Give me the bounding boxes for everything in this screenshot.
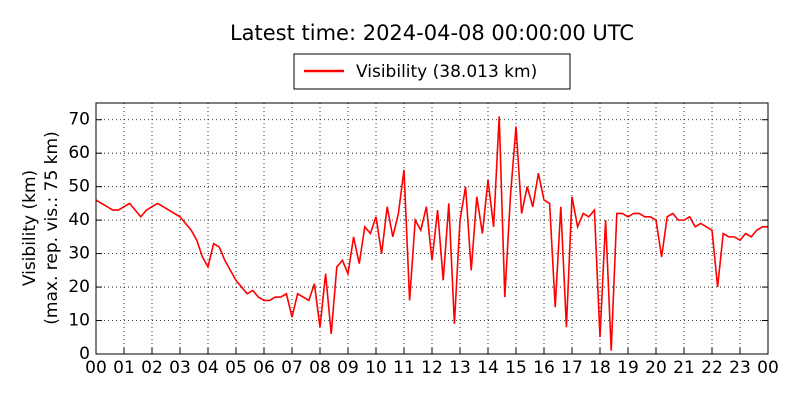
- x-tick-label: 08: [309, 358, 331, 378]
- x-tick-label: 11: [393, 358, 415, 378]
- y-axis-label: Visibility (km): [20, 170, 40, 286]
- data-line: [95, 116, 768, 351]
- x-tick-label: 15: [505, 358, 527, 378]
- x-tick-label: 07: [281, 358, 303, 378]
- y-tick-label: 50: [68, 177, 90, 197]
- x-tick-label: 10: [365, 358, 387, 378]
- y-tick-label: 20: [68, 277, 90, 297]
- x-tick-label: 01: [113, 358, 135, 378]
- x-tick-label: 05: [225, 358, 247, 378]
- x-tick-label: 21: [673, 358, 695, 378]
- x-tick-label: 04: [197, 358, 219, 378]
- x-tick-label: 19: [617, 358, 639, 378]
- x-tick-label: 09: [337, 358, 359, 378]
- x-tick-label: 20: [645, 358, 667, 378]
- plot-frame: [95, 102, 769, 355]
- x-tick-label: 06: [253, 358, 275, 378]
- x-tick-label: 18: [589, 358, 611, 378]
- x-tick-label: 17: [561, 358, 583, 378]
- x-tick-label: 02: [141, 358, 163, 378]
- x-tick-label: 23: [729, 358, 751, 378]
- x-tick-label: 22: [701, 358, 723, 378]
- x-tick-label: 00: [757, 358, 779, 378]
- y-tick-label: 40: [68, 210, 90, 230]
- x-tick-label: 16: [533, 358, 555, 378]
- x-tick-label: 13: [449, 358, 471, 378]
- x-tick-label: 03: [169, 358, 191, 378]
- chart-title: Latest time: 2024-04-08 00:00:00 UTC: [230, 21, 634, 45]
- x-tick-label: 12: [421, 358, 443, 378]
- y-tick-label: 30: [68, 244, 90, 264]
- x-tick-label: 14: [477, 358, 499, 378]
- y-axis-label: (max. rep. vis.: 75 km): [42, 131, 62, 324]
- y-tick-label: 0: [79, 344, 90, 364]
- y-tick-label: 60: [68, 143, 90, 163]
- y-tick-label: 70: [68, 110, 90, 130]
- y-tick-label: 10: [68, 311, 90, 331]
- legend-label: Visibility (38.013 km): [356, 62, 537, 82]
- x-tick-label: 00: [85, 358, 107, 378]
